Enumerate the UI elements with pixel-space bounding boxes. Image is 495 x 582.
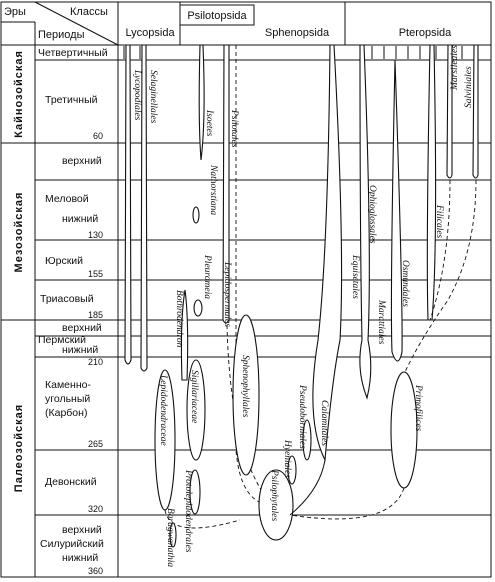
period: Третичный	[45, 94, 98, 106]
age: 130	[88, 230, 103, 240]
period: нижний	[62, 552, 98, 564]
taxon: Sigillariaceae	[189, 370, 199, 423]
age: 155	[88, 269, 103, 279]
age: 360	[88, 566, 103, 576]
class-name: Sphenopsida	[265, 27, 330, 39]
taxa-labels: Lycopodiales Selaginellales Isoetes Psil…	[132, 45, 474, 568]
taxon: Ophioglossales	[367, 185, 377, 244]
period: верхний	[62, 155, 102, 167]
era-name: Кайнозойская	[13, 50, 25, 138]
quaternary-hatching	[123, 46, 475, 59]
taxon: Pseudoborniales	[297, 384, 307, 449]
taxon: Baragwanathia	[165, 508, 175, 567]
taxon: Selaginellales	[148, 70, 158, 124]
taxon: Lepidospermales	[222, 261, 232, 327]
taxon: Filicales	[434, 204, 444, 239]
period: угольный	[45, 393, 90, 405]
age: 210	[88, 357, 103, 367]
period: Пермский	[38, 334, 86, 346]
period: нижний	[62, 213, 98, 225]
period: Четвертичный	[38, 47, 108, 59]
period: нижний	[62, 344, 98, 356]
class-name: Pteropsida	[399, 27, 452, 39]
taxon: Psilophytales	[269, 469, 279, 521]
age: 265	[88, 439, 103, 449]
taxon: Equisetales	[350, 254, 360, 299]
taxon: Nathorstiana	[208, 164, 218, 215]
era-name: Мезозойская	[13, 192, 25, 273]
taxon: Bothrodendron	[174, 290, 184, 348]
taxon: Pleuromeia	[202, 254, 212, 299]
period: Девонский	[45, 476, 97, 488]
taxon: Marsileales	[450, 45, 460, 91]
eras-label: Эры	[4, 6, 26, 18]
class-name: Psilotopsida	[187, 10, 247, 22]
period: Меловой	[45, 193, 89, 205]
taxon: Primofilices	[413, 384, 424, 432]
period: верхний	[62, 322, 102, 334]
period: Силурийский	[40, 538, 104, 550]
lineages	[124, 44, 479, 548]
age: 60	[93, 131, 103, 141]
taxon: Hyeniales	[282, 439, 292, 478]
period: Юрский	[45, 255, 83, 267]
taxon: Lycopodiales	[132, 69, 142, 121]
classes-label: Классы	[70, 6, 108, 18]
taxon: Marattiales	[376, 299, 386, 345]
class-name: Lycopsida	[125, 27, 175, 39]
taxon: Lepidodendraceae	[158, 374, 168, 446]
taxon: Isoetes	[204, 109, 214, 137]
taxon: Salviniales	[464, 66, 474, 108]
period: Триасовый	[40, 293, 94, 305]
age: 185	[88, 310, 103, 320]
taxon: Psilotales	[229, 109, 239, 148]
taxon: Protolepidodendrales	[183, 469, 193, 553]
period: верхний	[62, 524, 102, 536]
era-name: Палеозойская	[13, 404, 25, 492]
taxon: Sphenophyllales	[240, 355, 250, 418]
age: 320	[88, 504, 103, 514]
period: (Карбон)	[45, 407, 87, 419]
taxon: Calamitales	[319, 400, 329, 446]
period: Каменно-	[45, 379, 91, 391]
taxon: Osmundales	[400, 260, 410, 307]
periods-label: Периоды	[38, 29, 85, 41]
